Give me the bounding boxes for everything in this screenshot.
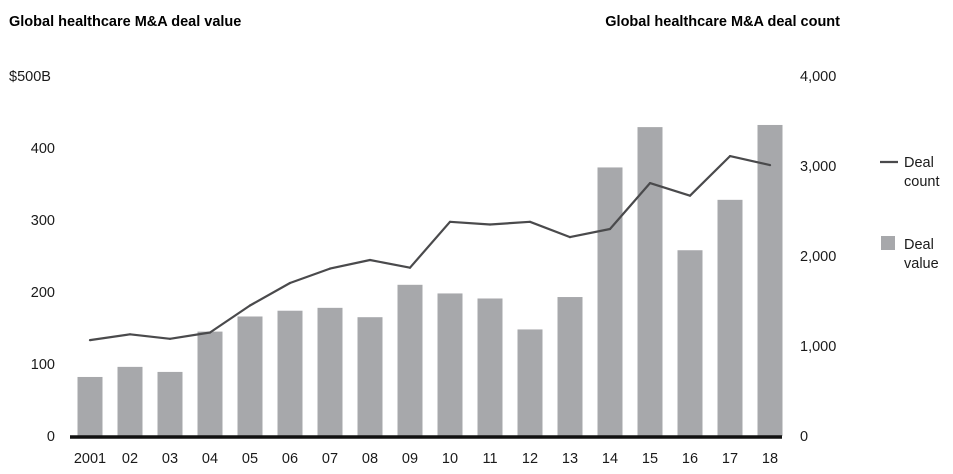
y-left-tick-label: 100	[31, 357, 55, 373]
bar-deal-value	[237, 316, 263, 436]
x-tick-label: 08	[362, 451, 378, 467]
bar-deal-value	[157, 371, 183, 436]
bar-deal-value	[637, 127, 663, 437]
bar-deal-value	[77, 376, 103, 436]
line-point-deal-count	[128, 333, 132, 336]
line-point-deal-count	[528, 220, 532, 223]
line-point-deal-count	[208, 331, 212, 334]
x-tick-label: 03	[162, 451, 178, 467]
bar-deal-value	[757, 124, 783, 437]
line-point-deal-count	[768, 164, 772, 167]
bar-deal-value	[677, 250, 703, 436]
line-point-deal-count	[328, 267, 332, 270]
bar-deal-value	[717, 199, 743, 436]
y-right-tick-label: 0	[800, 429, 808, 445]
bar-deal-value	[397, 284, 423, 436]
y-right-tick-label: 1,000	[800, 339, 836, 355]
x-tick-label: 06	[282, 451, 298, 467]
y-axis-right: 0 1,000 2,000 3,000 4,000	[800, 69, 836, 445]
line-point-deal-count	[288, 281, 292, 285]
y-left-tick-label: 300	[31, 213, 55, 229]
y-left-tick-label: 400	[31, 141, 55, 157]
bar-series	[77, 124, 783, 437]
y-left-tick-label: 0	[47, 429, 55, 445]
bar-deal-value	[477, 298, 503, 436]
line-point-deal-count	[448, 220, 452, 223]
x-tick-label: 12	[522, 451, 538, 467]
bar-deal-value	[437, 293, 463, 436]
y-right-tick-label: 3,000	[800, 159, 836, 175]
legend-label-deal-value: Deal	[904, 237, 934, 253]
x-tick-label: 11	[482, 451, 497, 467]
line-series	[88, 155, 772, 342]
x-tick-label: 15	[642, 451, 658, 467]
line-point-deal-count	[88, 339, 92, 342]
legend-label-deal-value: value	[904, 256, 939, 272]
line-point-deal-count	[168, 337, 172, 340]
x-tick-label: 17	[722, 451, 738, 467]
x-tick-label: 18	[762, 451, 778, 467]
y-axis-left: 0 100 200 300 400 $500B	[9, 69, 55, 445]
legend-marker-deal-value	[881, 236, 895, 250]
legend: Deal count Deal value	[880, 155, 939, 272]
bar-deal-value	[557, 297, 583, 436]
bar-deal-value	[197, 331, 223, 436]
x-tick-label: 2001	[74, 451, 106, 467]
y-right-tick-label: 4,000	[800, 69, 836, 85]
x-tick-label: 14	[602, 451, 618, 467]
y-right-tick-label: 2,000	[800, 249, 836, 265]
x-tick-label: 10	[442, 451, 458, 467]
bar-deal-value	[317, 307, 343, 436]
legend-label-deal-count: count	[904, 174, 939, 190]
x-tick-label: 05	[242, 451, 258, 467]
line-point-deal-count	[728, 155, 732, 158]
legend-label-deal-count: Deal	[904, 155, 934, 171]
x-tick-label: 04	[202, 451, 218, 467]
bar-deal-value	[117, 366, 143, 436]
line-deal-count	[89, 155, 771, 342]
y-left-tick-label: $500B	[9, 69, 51, 85]
x-tick-label: 02	[122, 451, 138, 467]
line-point-deal-count	[608, 227, 612, 231]
x-tick-label: 07	[322, 451, 338, 467]
x-tick-label: 09	[402, 451, 418, 467]
x-tick-label: 13	[562, 451, 578, 467]
bar-deal-value	[277, 310, 303, 436]
line-point-deal-count	[648, 182, 652, 185]
line-point-deal-count	[248, 304, 252, 307]
x-tick-label: 16	[682, 451, 698, 467]
chart-title-right: Global healthcare M&A deal count	[605, 14, 840, 30]
line-point-deal-count	[568, 236, 572, 239]
bar-deal-value	[517, 329, 543, 436]
line-point-deal-count	[488, 223, 492, 226]
bar-deal-value	[357, 317, 383, 436]
line-point-deal-count	[688, 194, 692, 197]
line-point-deal-count	[368, 258, 372, 262]
bar-deal-value	[597, 167, 623, 436]
x-axis: 2001 02 03 04 05 06 07 08 09 10 11 12 13 14 15 16 17 18	[70, 435, 782, 467]
y-left-tick-label: 200	[31, 285, 55, 301]
line-point-deal-count	[408, 266, 412, 269]
chart-title-left: Global healthcare M&A deal value	[9, 14, 241, 30]
